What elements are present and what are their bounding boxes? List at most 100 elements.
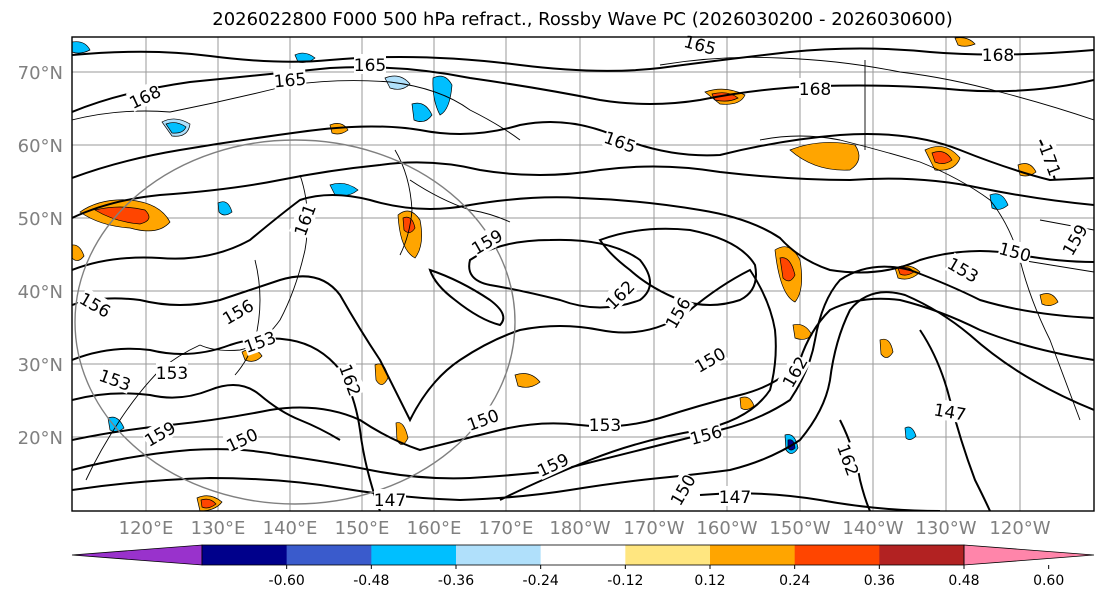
lon-label: 160°E [407, 518, 462, 539]
contour-label-bg [336, 361, 366, 399]
contour-label-text: 153 [589, 416, 621, 436]
contour-label-bg [944, 252, 983, 286]
red-patch [94, 206, 150, 225]
contour-label: 153 [589, 414, 621, 436]
contour-label-bg [289, 201, 319, 239]
contour-label-text: 168 [799, 80, 831, 100]
map-layers [72, 37, 1094, 511]
lat-label: 40°N [18, 282, 63, 303]
contour-label-bg [125, 80, 164, 112]
lat-label: 60°N [18, 136, 63, 157]
lon-label: 140°E [263, 518, 318, 539]
lon-label: 140°W [842, 518, 903, 539]
contour-label-bg [834, 441, 864, 479]
lon-label: 180°W [549, 518, 610, 539]
blue-patch [411, 102, 433, 122]
contour-label-bg [665, 470, 699, 509]
colorbar-tick-label: -0.60 [269, 573, 305, 589]
shading-layer [72, 37, 1059, 511]
contour-label-text: 165 [273, 70, 307, 93]
colorbar-swatch [794, 545, 880, 565]
contour-label: 168 [799, 78, 831, 100]
contour-label-bg [1057, 220, 1091, 259]
orange-patch [1039, 293, 1059, 306]
colorbar-tick-label: 0.60 [1033, 573, 1064, 589]
map-title: 2026022800 F000 500 hPa refract., Rossby… [212, 9, 953, 30]
contour-label: 168 [982, 44, 1014, 66]
graticule [72, 37, 1094, 511]
colorbar-tick-label: -0.24 [523, 573, 559, 589]
orange-patch [954, 37, 976, 47]
contour-label: 153 [156, 362, 188, 384]
contour-label-text: 147 [719, 488, 751, 508]
blue-patch [217, 201, 233, 216]
contour-label-bg [600, 275, 638, 313]
lon-label: 120°E [119, 518, 174, 539]
contour-label-bg [997, 237, 1034, 265]
lon-label: 160°W [696, 518, 757, 539]
lat-label: 20°N [18, 428, 63, 449]
colorbar-tick-label: 0.12 [694, 573, 725, 589]
latitude-labels: 70°N 60°N 50°N 40°N 30°N 20°N [18, 63, 63, 449]
contour-label-bg [687, 420, 724, 448]
colorbar-swatch [202, 545, 287, 565]
contour-label-bg [799, 78, 831, 98]
colorbar-swatch [286, 545, 372, 565]
contour-label-bg [76, 287, 115, 321]
blue-patch [72, 41, 91, 54]
contour-label-bg [601, 126, 639, 156]
contour-label-bg [777, 352, 811, 391]
colorbar-swatch [371, 545, 457, 565]
red-patch [200, 498, 217, 509]
colorbar-swatch [710, 545, 795, 565]
colorbar-swatch [456, 545, 541, 565]
orange-patch [789, 142, 860, 171]
lon-label: 170°E [479, 518, 534, 539]
contour-label-bg [932, 398, 968, 424]
orange-patch [514, 373, 541, 388]
colorbar-swatch [625, 545, 711, 565]
height-contours [72, 47, 1094, 511]
contour-label-bg [660, 293, 694, 332]
contour-label-text: 147 [374, 491, 406, 511]
longitude-labels: 120°E 130°E 140°E 150°E 160°E 170°E 180°W 170°W… [119, 518, 1051, 539]
contour-label-text: 165 [354, 56, 386, 76]
contour-label-bg [374, 489, 406, 509]
contour-label-bg [1036, 141, 1066, 179]
contour-label: 153 [96, 364, 134, 396]
contour-label: 165 [354, 54, 386, 76]
orange-patch [395, 422, 409, 445]
contour-label-bg [222, 423, 261, 455]
lon-label: 150°W [769, 518, 830, 539]
colorbar-tick-label: -0.12 [607, 573, 643, 589]
lat-label: 50°N [18, 209, 63, 230]
lon-label: 150°E [335, 518, 390, 539]
contour-label-bg [156, 362, 188, 382]
contour-label-text: 153 [156, 364, 188, 384]
contour-label: 159 [533, 448, 572, 482]
colorbar-tick-label: -0.48 [353, 573, 389, 589]
colorbar-swatch [879, 545, 965, 565]
red-patch [402, 216, 416, 233]
lat-label: 70°N [18, 63, 63, 84]
contour-label-bg [241, 326, 279, 356]
contour-label: 147 [719, 486, 751, 508]
lon-label: 170°W [623, 518, 684, 539]
contour-label-bg [589, 414, 621, 434]
contour-label: 147 [374, 489, 406, 511]
contour-label-bg [982, 44, 1014, 64]
contour-label-bg [533, 448, 572, 480]
map-border [71, 36, 1095, 512]
colorbar-tick-label: 0.24 [779, 573, 810, 589]
colorbar: -0.60 -0.48 -0.36 -0.24 -0.12 0.12 0.24 0.36 0.4… [71, 544, 1095, 589]
contour-label-bg [464, 404, 502, 434]
colorbar-swatch [540, 545, 626, 565]
contour-label-bg [140, 416, 179, 450]
contour-label-bg [719, 486, 751, 506]
contour-label-bg [273, 67, 307, 91]
contour-label: 165 [273, 67, 307, 93]
lon-label: 130°E [191, 518, 246, 539]
contour-label-bg [96, 364, 134, 394]
colorbar-outline [201, 544, 965, 566]
